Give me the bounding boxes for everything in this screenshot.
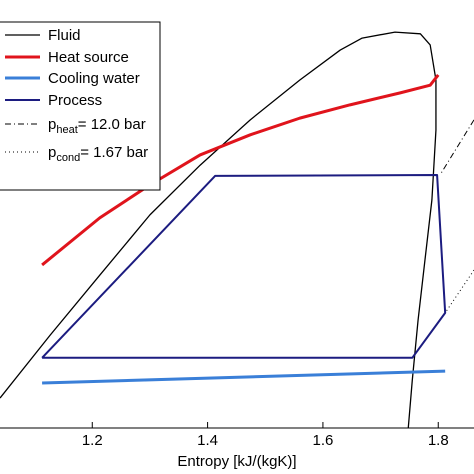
legend-label: pheat= 12.0 bar xyxy=(48,116,146,136)
series-line xyxy=(439,119,474,176)
legend-label-part: Heat source xyxy=(48,49,129,66)
legend-label: Process xyxy=(48,92,102,109)
legend-label-part: cond xyxy=(56,152,80,164)
legend-box xyxy=(0,21,161,191)
legend-label-part: heat xyxy=(56,124,77,136)
legend: Fluid Heat source Cooling water Process phea… xyxy=(0,21,161,191)
legend-label: Heat source xyxy=(48,49,129,66)
legend-label: Cooling water xyxy=(48,70,140,87)
legend-label-part: = 1.67 bar xyxy=(80,144,148,161)
x-tick-label: 1.8 xyxy=(428,432,449,449)
series-line xyxy=(0,31,437,428)
legend-label-part: Fluid xyxy=(48,27,81,44)
legend-label: Fluid xyxy=(48,27,81,44)
legend-label-part: Cooling water xyxy=(48,70,140,87)
series-line xyxy=(444,269,474,314)
x-tick-label: 1.4 xyxy=(197,432,218,449)
x-tick-label: 1.6 xyxy=(312,432,333,449)
x-tick-label: 1.2 xyxy=(82,432,103,449)
legend-label: pcond= 1.67 bar xyxy=(48,144,148,164)
series-line xyxy=(41,174,447,359)
series-line xyxy=(41,73,440,267)
x-axis-label: Entropy [kJ/(kgK)] xyxy=(177,453,296,470)
legend-label-part: p xyxy=(48,116,56,133)
plot-area xyxy=(0,31,474,428)
legend-label-part: = 12.0 bar xyxy=(78,116,146,133)
legend-label-part: Process xyxy=(48,92,102,109)
series-line xyxy=(42,369,446,385)
legend-label-part: p xyxy=(48,144,56,161)
